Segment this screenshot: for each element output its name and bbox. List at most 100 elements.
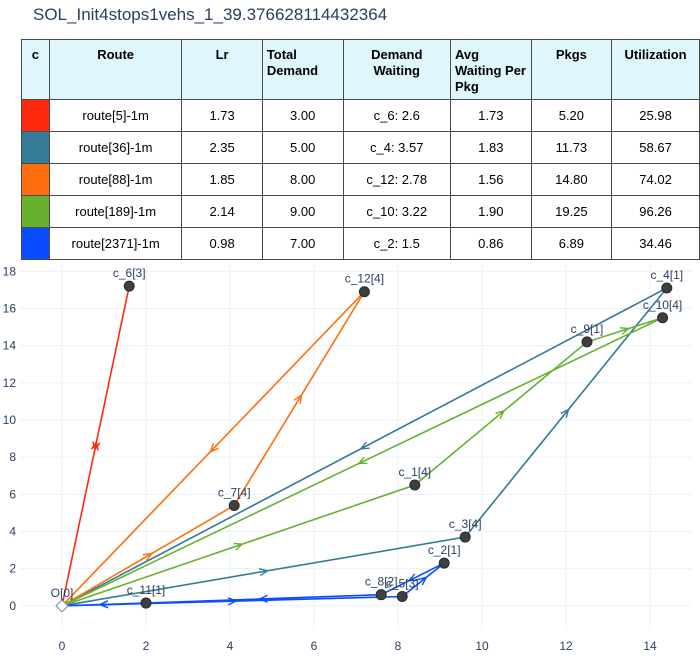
route-arrow-icon (417, 576, 428, 586)
cell-color (21, 195, 50, 228)
y-tick-label: 16 (3, 301, 17, 315)
route-arrow-icon (142, 552, 154, 562)
cell-avg-waiting: 0.86 (449, 227, 532, 260)
customer-marker (228, 499, 240, 511)
cell-demand-waiting: c_12: 2.78 (342, 163, 451, 196)
route-color-swatch (22, 228, 49, 259)
node-label: c_10[4] (643, 298, 682, 312)
cell-route: route[36]-1m (48, 131, 183, 164)
cell-demand-waiting: c_6: 2.6 (342, 99, 451, 132)
route-line (61, 287, 668, 607)
y-tick-label: 8 (9, 450, 16, 464)
header-avg-waiting: Avg Waiting Per Pkg (449, 39, 532, 100)
cell-pkgs: 14.80 (530, 163, 613, 196)
cell-color (21, 163, 50, 196)
x-tick-label: 12 (559, 639, 573, 653)
cell-lr: 1.85 (181, 163, 263, 196)
node-label: O[0] (51, 586, 74, 600)
y-tick-label: 6 (9, 487, 16, 501)
node-label: c_8[2] (365, 575, 398, 589)
customer-marker (438, 557, 450, 569)
customer-marker (657, 312, 669, 324)
header-utilization: Utilization (611, 39, 700, 100)
table-header-row: c Route Lr Total Demand Demand Waiting A… (21, 39, 700, 100)
route-arrow-icon (495, 409, 506, 420)
cell-total-demand: 5.00 (261, 131, 344, 164)
table-row: route[5]-1m 1.73 3.00 c_6: 2.6 1.73 5.20 25.98 (21, 99, 700, 132)
x-tick-label: 0 (59, 639, 66, 653)
x-tick-label: 4 (227, 639, 234, 653)
y-tick-label: 12 (3, 376, 17, 390)
node-label: c_9[1] (571, 322, 604, 336)
route-arrow-icon (619, 327, 631, 335)
route-color-swatch (22, 196, 49, 227)
route-arrow-icon (357, 456, 368, 465)
route-line (61, 291, 366, 607)
route-arrow-icon (227, 597, 238, 606)
route-arrow-icon (233, 542, 244, 551)
cell-total-demand: 3.00 (261, 99, 344, 132)
cell-demand-waiting: c_2: 1.5 (342, 227, 451, 260)
customer-marker (140, 597, 152, 609)
customer-marker (661, 282, 673, 294)
cell-route: route[5]-1m (48, 99, 183, 132)
customer-marker (375, 589, 387, 601)
node-label: c_3[4] (449, 517, 482, 531)
x-tick-label: 2 (143, 639, 150, 653)
table-row: route[2371]-1m 0.98 7.00 c_2: 1.5 0.86 6.89 34… (21, 227, 700, 260)
cell-pkgs: 19.25 (530, 195, 613, 228)
cell-lr: 0.98 (181, 227, 263, 260)
cell-utilization: 74.02 (611, 163, 700, 196)
x-tick-label: 8 (395, 639, 402, 653)
header-demand-waiting: Demand Waiting (342, 39, 451, 100)
route-line (61, 285, 130, 607)
node-label: c_12[4] (345, 272, 384, 286)
cell-total-demand: 9.00 (261, 195, 344, 228)
y-tick-label: 10 (3, 413, 17, 427)
cell-lr: 1.73 (181, 99, 263, 132)
route-arrow-icon (209, 443, 219, 453)
cell-route: route[88]-1m (48, 163, 183, 196)
route-arrow-icon (90, 440, 99, 451)
node-label: c_11[1] (127, 583, 165, 597)
cell-demand-waiting: c_4: 3.57 (342, 131, 451, 164)
node-label: c_5[3] (386, 577, 419, 591)
x-tick-label: 14 (643, 639, 657, 653)
node-label: c_1[4] (398, 465, 431, 479)
route-line (61, 562, 445, 607)
customer-marker (409, 479, 421, 491)
header-pkgs: Pkgs (530, 39, 613, 100)
cell-total-demand: 7.00 (261, 227, 344, 260)
cell-color (21, 131, 50, 164)
route-color-swatch (22, 100, 49, 131)
y-tick-label: 18 (3, 264, 17, 278)
depot-marker (55, 599, 69, 613)
route-arrow-icon (258, 567, 270, 577)
customer-marker (581, 336, 593, 348)
cell-utilization: 96.26 (611, 195, 700, 228)
table-row: route[88]-1m 1.85 8.00 c_12: 2.78 1.56 14.80 7… (21, 163, 700, 196)
header-total-demand: Total Demand (261, 39, 344, 100)
cell-utilization: 34.46 (611, 227, 700, 260)
route-color-swatch (22, 132, 49, 163)
x-tick-label: 6 (311, 639, 318, 653)
node-label: c_2[1] (428, 543, 461, 557)
cell-pkgs: 6.89 (530, 227, 613, 260)
cell-route: route[2371]-1m (48, 227, 183, 260)
table-row: route[189]-1m 2.14 9.00 c_10: 3.22 1.90 19.25… (21, 195, 700, 228)
route-line (61, 316, 663, 607)
node-label: c_6[3] (113, 266, 146, 280)
header-lr: Lr (181, 39, 263, 100)
routes-table: c Route Lr Total Demand Demand Waiting A… (21, 39, 700, 260)
route-arrow-icon (407, 573, 418, 582)
route-arrow-icon (560, 408, 570, 419)
route-arrow-icon (98, 600, 109, 609)
node-label: c_4[1] (650, 268, 683, 282)
route-arrow-icon (92, 441, 101, 452)
cell-color (21, 227, 50, 260)
route-arrow-icon (293, 393, 303, 404)
y-tick-label: 4 (9, 524, 16, 538)
route-color-swatch (22, 164, 49, 195)
customer-marker (358, 286, 370, 298)
